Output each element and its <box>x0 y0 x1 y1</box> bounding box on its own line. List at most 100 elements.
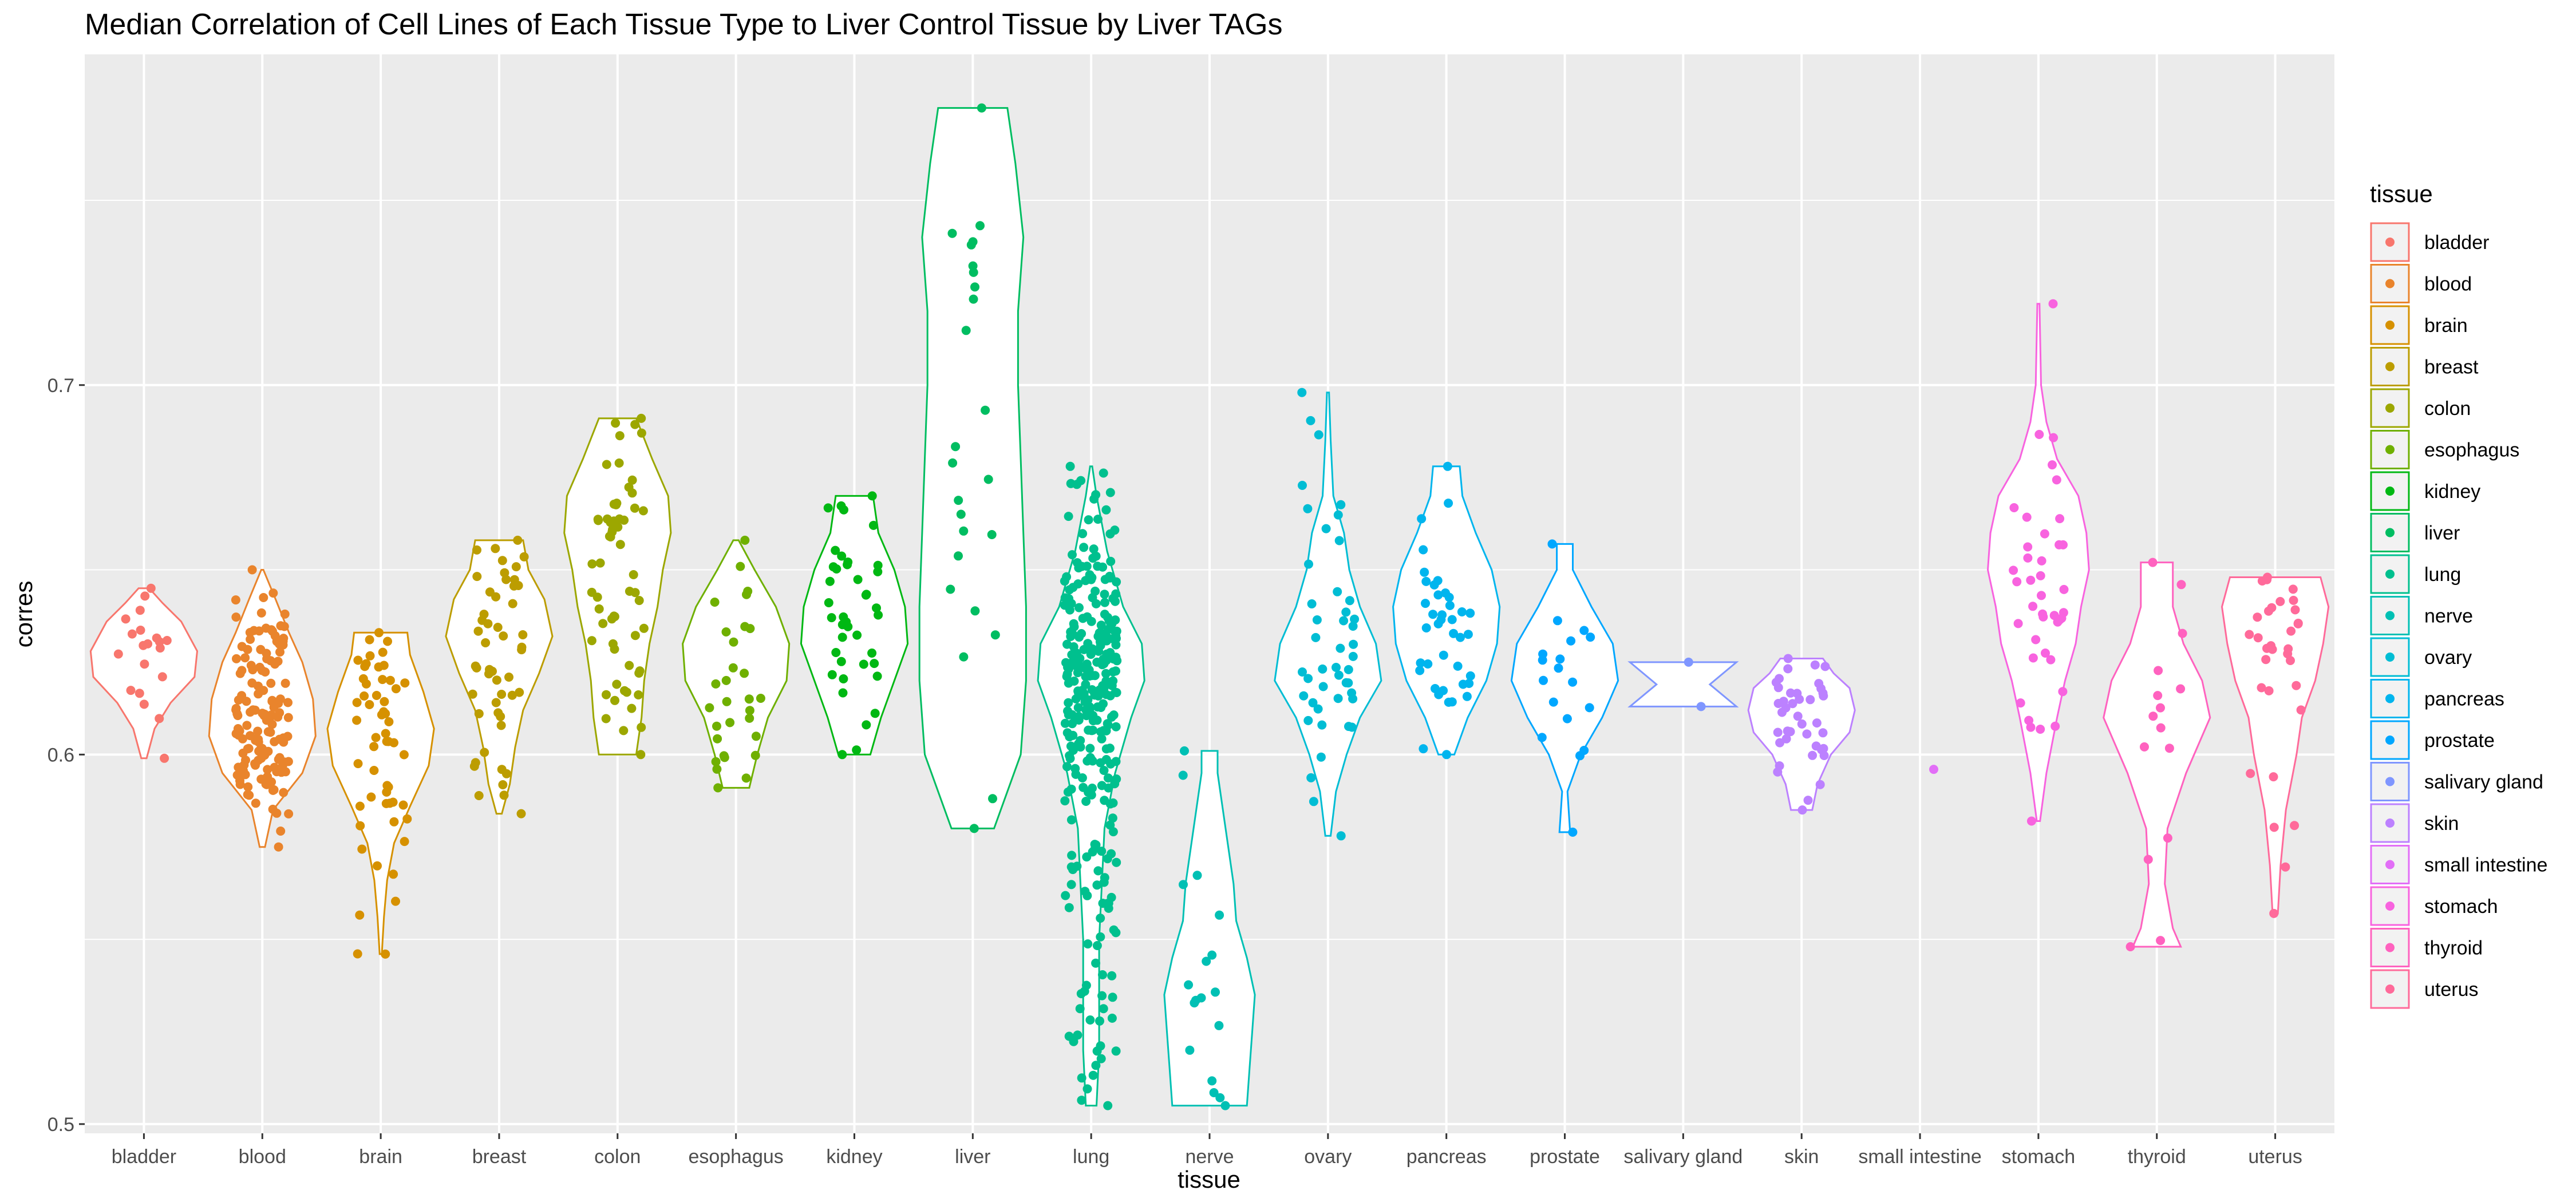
data-point <box>1318 664 1327 674</box>
data-point <box>484 669 493 679</box>
data-point <box>1433 576 1443 586</box>
violin-shape <box>918 107 1027 829</box>
data-point <box>237 691 247 701</box>
data-point <box>143 639 153 649</box>
data-point <box>1449 628 1459 638</box>
data-point <box>867 649 877 658</box>
data-point <box>740 622 750 631</box>
data-point <box>500 568 509 578</box>
data-point <box>353 759 363 769</box>
data-point <box>1099 468 1108 478</box>
data-point <box>1096 914 1105 923</box>
violin-shape <box>326 631 435 955</box>
data-point <box>2143 855 2153 864</box>
data-point <box>353 949 362 959</box>
legend-label: nerve <box>2424 606 2473 627</box>
data-point <box>1082 891 1092 900</box>
data-point <box>280 609 290 619</box>
x-tick-label: prostate <box>1530 1146 1600 1168</box>
data-point <box>243 744 252 754</box>
data-point <box>1306 773 1316 782</box>
legend-label: uterus <box>2424 979 2479 1001</box>
data-point <box>1785 727 1795 737</box>
data-point <box>1220 1101 1230 1110</box>
legend: tissue bladder blood brain breast colon esoph… <box>2370 180 2547 1009</box>
data-point <box>862 590 871 599</box>
x-tick-label: liver <box>955 1146 990 1168</box>
data-point <box>256 608 266 618</box>
data-point <box>355 910 365 920</box>
data-point <box>1554 663 1563 673</box>
data-point <box>1109 925 1119 935</box>
data-point <box>242 721 252 730</box>
data-point <box>519 552 529 562</box>
data-point <box>497 556 507 566</box>
violin-group <box>1510 539 1619 837</box>
data-point <box>1316 752 1326 762</box>
data-point <box>279 788 289 797</box>
data-point <box>947 228 957 238</box>
data-point <box>251 798 260 808</box>
data-point <box>968 237 978 247</box>
violin-group <box>563 413 672 760</box>
data-point <box>1419 545 1428 555</box>
data-point <box>1207 1076 1217 1086</box>
data-point <box>491 544 500 553</box>
x-tick-label: uterus <box>2248 1146 2302 1168</box>
data-point <box>1209 1088 1219 1097</box>
data-point <box>2261 655 2271 665</box>
data-point <box>378 647 388 657</box>
data-point <box>740 669 749 678</box>
data-point <box>1453 661 1463 671</box>
legend-label: salivary gland <box>2424 772 2543 793</box>
data-point <box>355 801 365 811</box>
data-point <box>610 612 619 622</box>
data-point <box>509 581 519 591</box>
data-point <box>1771 678 1781 687</box>
data-point <box>1082 662 1092 671</box>
data-point <box>705 703 714 713</box>
data-point <box>1105 744 1115 753</box>
data-point <box>399 750 409 760</box>
data-point <box>1333 510 1343 520</box>
data-point <box>990 630 1000 640</box>
data-point <box>1077 773 1087 782</box>
data-point <box>2267 603 2277 612</box>
data-point <box>140 659 149 669</box>
data-point <box>712 764 722 774</box>
data-point <box>381 949 390 959</box>
data-point <box>385 675 395 685</box>
data-point <box>1091 599 1101 608</box>
data-point <box>852 630 862 640</box>
data-point <box>587 636 596 646</box>
data-point <box>2023 542 2033 552</box>
data-point <box>638 506 648 516</box>
data-point <box>1298 667 1307 677</box>
data-point <box>1341 607 1351 617</box>
data-point <box>1094 646 1104 656</box>
y-tick-label: 0.5 <box>48 1114 74 1136</box>
x-tick-label: thyroid <box>2128 1146 2186 1168</box>
data-point <box>1099 766 1109 775</box>
data-point <box>1344 665 1353 674</box>
data-point <box>239 760 249 770</box>
data-point <box>1060 796 1070 806</box>
data-point <box>629 570 638 579</box>
data-point <box>1579 626 1589 635</box>
data-point <box>1109 654 1119 664</box>
data-point <box>246 635 255 644</box>
data-point <box>1547 539 1557 549</box>
data-point <box>736 562 745 571</box>
plot-panel <box>85 54 2334 1133</box>
data-point <box>1062 572 1072 582</box>
data-point <box>384 782 393 792</box>
data-point <box>1348 651 1358 661</box>
data-point <box>859 659 868 669</box>
data-point <box>140 591 150 601</box>
data-point <box>1808 750 1818 760</box>
data-point <box>1078 614 1088 623</box>
data-point <box>1064 597 1074 607</box>
data-point <box>235 726 244 736</box>
data-point <box>1089 544 1099 554</box>
data-point <box>611 418 621 428</box>
